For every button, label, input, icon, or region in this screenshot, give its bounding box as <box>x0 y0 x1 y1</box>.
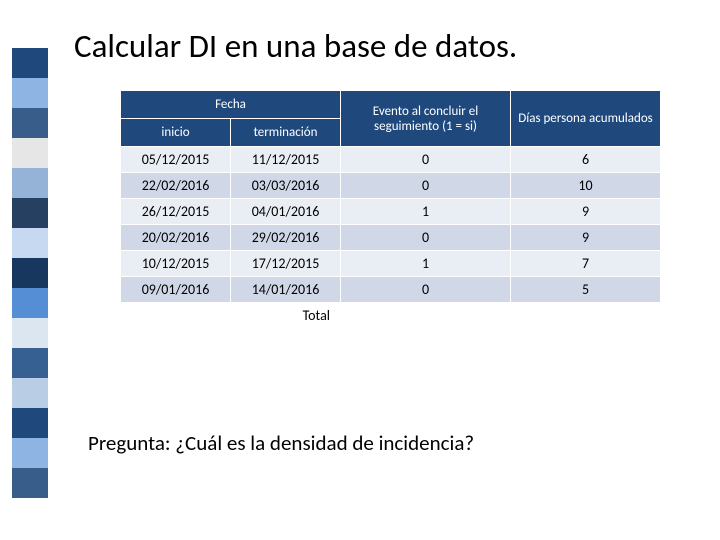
stripe-segment <box>12 288 48 318</box>
stripe-segment <box>12 198 48 228</box>
table-row: 05/12/201511/12/201506 <box>121 147 661 173</box>
cell-evento: 0 <box>341 277 511 303</box>
total-evento-cell <box>341 303 511 329</box>
cell-evento: 1 <box>341 199 511 225</box>
cell-inicio: 05/12/2015 <box>121 147 231 173</box>
stripe-segment <box>12 318 48 348</box>
cell-dias: 5 <box>511 277 661 303</box>
cell-fin: 03/03/2016 <box>231 173 341 199</box>
cell-dias: 9 <box>511 225 661 251</box>
stripe-segment <box>12 348 48 378</box>
table-row: 09/01/201614/01/201605 <box>121 277 661 303</box>
stripe-segment <box>12 408 48 438</box>
cell-evento: 1 <box>341 251 511 277</box>
cell-inicio: 10/12/2015 <box>121 251 231 277</box>
cell-dias: 10 <box>511 173 661 199</box>
table-body: 05/12/201511/12/20150622/02/201603/03/20… <box>121 147 661 329</box>
table-row-total: Total <box>121 303 661 329</box>
stripe-segment <box>12 108 48 138</box>
question-text: Pregunta: ¿Cuál es la densidad de incide… <box>88 430 474 456</box>
cell-inicio: 20/02/2016 <box>121 225 231 251</box>
table-row: 22/02/201603/03/2016010 <box>121 173 661 199</box>
cell-inicio: 22/02/2016 <box>121 173 231 199</box>
cell-inicio: 26/12/2015 <box>121 199 231 225</box>
di-table: Fecha Evento al concluir el seguimiento … <box>120 90 661 329</box>
table-row: 26/12/201504/01/201619 <box>121 199 661 225</box>
cell-fin: 14/01/2016 <box>231 277 341 303</box>
data-table-container: Fecha Evento al concluir el seguimiento … <box>120 90 660 329</box>
cell-fin: 29/02/2016 <box>231 225 341 251</box>
stripe-segment <box>12 378 48 408</box>
total-dias-cell <box>511 303 661 329</box>
stripe-segment <box>12 228 48 258</box>
cell-fin: 17/12/2015 <box>231 251 341 277</box>
stripe-segment <box>12 138 48 168</box>
cell-inicio: 09/01/2016 <box>121 277 231 303</box>
stripe-segment <box>12 438 48 468</box>
cell-fin: 11/12/2015 <box>231 147 341 173</box>
cell-dias: 6 <box>511 147 661 173</box>
page-title: Calcular DI en una base de datos. <box>74 26 517 66</box>
cell-evento: 0 <box>341 173 511 199</box>
stripe-segment <box>12 468 48 498</box>
decorative-left-stripe <box>12 48 48 488</box>
col-header-dias: Días persona acumulados <box>511 91 661 147</box>
cell-evento: 0 <box>341 147 511 173</box>
total-label-cell: Total <box>121 303 341 329</box>
cell-dias: 7 <box>511 251 661 277</box>
stripe-segment <box>12 258 48 288</box>
stripe-segment <box>12 48 48 78</box>
cell-dias: 9 <box>511 199 661 225</box>
table-row: 20/02/201629/02/201609 <box>121 225 661 251</box>
cell-evento: 0 <box>341 225 511 251</box>
col-header-fecha: Fecha <box>121 91 341 119</box>
table-row: 10/12/201517/12/201517 <box>121 251 661 277</box>
stripe-segment <box>12 168 48 198</box>
cell-fin: 04/01/2016 <box>231 199 341 225</box>
col-header-evento: Evento al concluir el seguimiento (1 = s… <box>341 91 511 147</box>
stripe-segment <box>12 78 48 108</box>
col-header-inicio: inicio <box>121 119 231 147</box>
col-header-terminacion: terminación <box>231 119 341 147</box>
